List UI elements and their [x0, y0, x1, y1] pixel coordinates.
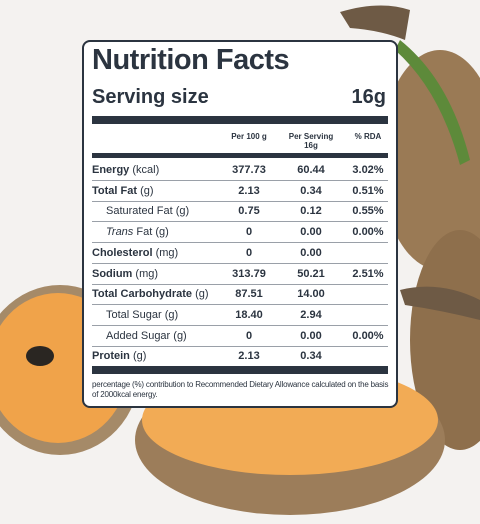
nutrient-name: Cholesterol (mg) [92, 247, 178, 259]
nutrient-name: Fat [136, 226, 153, 239]
nutrient-name: Trans Fat (g) [106, 226, 169, 238]
nutrient-name: Sodium [92, 267, 133, 280]
nutrient-row: Saturated Fat (g) 0.75 0.12 0.55% [92, 200, 388, 223]
header: Per Serving 16g [281, 132, 341, 150]
footnote: percentage (%) contribution to Recommend… [92, 380, 389, 399]
nutrient-unit: (g) [175, 205, 190, 218]
rda: 0.55% [352, 205, 384, 218]
header: % RDA [354, 132, 382, 141]
nutrient-name: Cholesterol [92, 246, 153, 259]
nutrient-name: Protein (g) [92, 350, 146, 362]
nutrient-name: Total Fat [92, 184, 138, 197]
nutrient-name: Total Carbohydrate [92, 288, 193, 301]
nutrient-unit: (mg) [135, 267, 159, 280]
per-100g: 0 [245, 329, 253, 342]
rda: 0.00% [352, 226, 384, 239]
nutrient-row: Total Carbohydrate (g) 87.51 14.00 [92, 283, 388, 306]
label-title: Nutrition Facts [92, 44, 290, 76]
per-100g: 313.79 [232, 267, 266, 280]
divider [92, 153, 388, 158]
nutrient-name: Total Fat (g) [92, 185, 154, 197]
per-serving: 50.21 [297, 267, 325, 280]
nutrient-unit: (g) [155, 226, 169, 239]
per-100g: 0 [245, 246, 253, 259]
per-serving: 14.00 [297, 288, 325, 301]
nutrient-row: Cholesterol (mg) 0 0.00 [92, 242, 388, 264]
header: Per Serving [288, 132, 334, 141]
nutrient-unit: (g) [132, 350, 147, 363]
nutrient-row: Energy (kcal) 377.73 60.44 3.02% [92, 159, 388, 181]
per-serving: 0.00 [300, 246, 322, 259]
nutrient-name: Energy (kcal) [92, 164, 159, 176]
serving-value: 16g [351, 86, 386, 108]
nutrient-name: Saturated Fat [106, 205, 173, 218]
per-serving: 0.00 [300, 329, 322, 342]
rda: 0.00% [352, 329, 384, 342]
nutrient-name: Added Sugar [106, 329, 171, 342]
rda: 0.51% [352, 184, 384, 197]
rda: 3.02% [352, 164, 384, 176]
per-100g: 2.13 [238, 184, 260, 197]
nutrient-name: Sodium (mg) [92, 268, 158, 280]
per-serving: 2.94 [300, 308, 322, 321]
header: Per 100 g [231, 132, 267, 141]
nutrient-name: Total Sugar (g) [106, 309, 178, 321]
rda: 2.51% [352, 267, 384, 280]
nutrient-row: Sodium (mg) 313.79 50.21 2.51% [92, 263, 388, 285]
nutrient-row: Protein (g) 2.13 0.34 [92, 345, 388, 368]
nutrient-unit: (g) [164, 308, 179, 321]
per-serving: 0.00 [300, 226, 322, 239]
divider [92, 116, 388, 124]
divider [92, 366, 388, 374]
per-100g: 87.51 [235, 288, 263, 301]
per-serving: 0.34 [300, 184, 322, 197]
nutrient-row: Added Sugar (g) 0 0.00 0.00% [92, 325, 388, 347]
nutrient-unit: (kcal) [132, 164, 160, 176]
header: 16g [304, 141, 318, 150]
nutrient-name: Added Sugar (g) [106, 330, 187, 342]
nutrient-unit: (g) [173, 329, 187, 342]
per-100g: 18.40 [235, 308, 263, 321]
nutrient-unit: (g) [140, 184, 154, 197]
per-serving: 0.12 [300, 205, 322, 218]
nutrient-row: Trans Fat (g) 0 0.00 0.00% [92, 221, 388, 244]
nutrient-row: Total Sugar (g) 18.40 2.94 [92, 304, 388, 326]
per-100g: 0.75 [238, 205, 260, 218]
nutrition-label: Nutrition Facts Serving size 16g Per 100… [82, 40, 398, 408]
per-100g: 377.73 [232, 164, 266, 176]
serving-label: Serving size [92, 86, 209, 108]
nutrient-unit: (g) [195, 288, 209, 301]
per-100g: 2.13 [238, 350, 260, 363]
nutrient-row: Total Fat (g) 2.13 0.34 0.51% [92, 180, 388, 202]
nutrient-name: Energy [92, 164, 130, 176]
nutrient-name: Total Carbohydrate (g) [92, 288, 209, 300]
per-serving: 0.34 [300, 350, 322, 363]
per-100g: 0 [245, 226, 253, 239]
nutrient-unit: (mg) [155, 246, 179, 259]
per-serving: 60.44 [297, 164, 325, 176]
nutrient-name-italic: Trans [106, 226, 134, 239]
nutrient-name: Protein [92, 350, 130, 363]
nutrient-name: Saturated Fat (g) [106, 205, 189, 217]
nutrient-name: Total Sugar [106, 308, 162, 321]
